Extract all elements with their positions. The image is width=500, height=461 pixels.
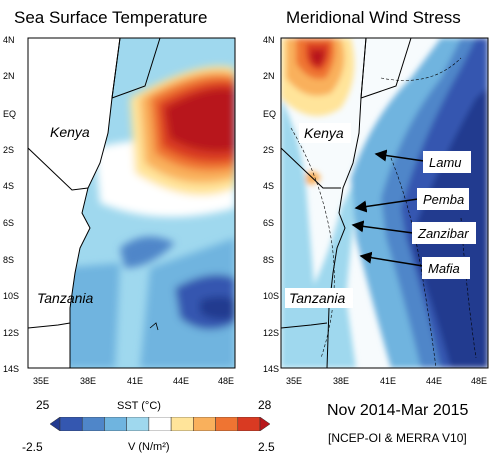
v-min-label: -2.5	[22, 440, 43, 454]
pemba-callout: Pemba	[354, 188, 469, 213]
data-source: [NCEP-OI & MERRA V10]	[328, 431, 467, 445]
lon-label: 35E	[286, 376, 302, 386]
lat-label: 4N	[263, 35, 275, 45]
sst-max-label: 28	[258, 398, 272, 412]
lon-label: 44E	[426, 376, 442, 386]
lon-label: 38E	[333, 376, 349, 386]
sst-map-frame	[27, 37, 236, 369]
lat-label: 12S	[263, 328, 279, 338]
wind-stress-panel-title: Meridional Wind Stress	[286, 8, 461, 27]
sst-lon-ticks: 35E 38E 41E 44E 48E	[33, 376, 234, 386]
colorbar-swatch	[50, 417, 61, 431]
sst-map: 4N 2N EQ 2S 4S 6S 8S 10S 12S 14S 35E 38E…	[3, 35, 236, 386]
lat-label: 10S	[3, 291, 19, 301]
lat-label: 2S	[263, 145, 274, 155]
colorbar-swatch	[81, 417, 105, 431]
colorbar-swatch	[237, 417, 261, 431]
lamu-callout: Lamu	[374, 149, 471, 173]
sst-lat-ticks: 4N 2N EQ 2S 4S 6S 8S 10S 12S 14S	[3, 35, 19, 374]
colorbar-swatch	[59, 417, 83, 431]
lat-label: 4S	[3, 181, 14, 191]
lat-label: 8S	[3, 255, 14, 265]
tanzania-label: Tanzania	[37, 290, 94, 306]
lat-label: 2N	[3, 71, 15, 81]
colorbar-swatch	[104, 417, 127, 431]
zanzibar-callout: Zanzibar	[351, 220, 476, 244]
wind-lat-ticks: 4N 2N EQ 2S 4S 6S 8S 10S 12S 14S	[263, 35, 279, 374]
lon-label: 38E	[80, 376, 96, 386]
lat-label: 14S	[3, 364, 19, 374]
colorbar-swatch	[193, 417, 216, 431]
time-period: Nov 2014-Mar 2015	[327, 402, 469, 419]
colorbar-swatch	[170, 417, 194, 431]
lat-label: 4N	[3, 35, 15, 45]
sst-min-label: 25	[36, 398, 50, 412]
colorbar-swatch	[259, 417, 270, 431]
lon-label: 44E	[173, 376, 189, 386]
lat-label: 14S	[263, 364, 279, 374]
lat-label: 8S	[263, 255, 274, 265]
v-units-label: V (N/m²)	[128, 441, 170, 453]
colorbar	[50, 417, 270, 431]
lat-label: 10S	[263, 291, 279, 301]
kenya-label: Kenya	[50, 124, 90, 140]
sst-panel-title: Sea Surface Temperature	[14, 8, 208, 27]
lon-label: 48E	[471, 376, 487, 386]
colorbar-swatch	[126, 417, 150, 431]
tanzania-label: Tanzania	[289, 290, 346, 306]
colorbar-swatch	[215, 417, 239, 431]
lon-label: 41E	[127, 376, 143, 386]
lat-label: 6S	[3, 218, 14, 228]
lat-label: EQ	[3, 109, 16, 119]
wind-stress-map: 4N 2N EQ 2S 4S 6S 8S 10S 12S 14S 35E 38E…	[263, 35, 489, 386]
lamu-label: Lamu	[429, 155, 462, 170]
mafia-callout: Mafia	[359, 251, 470, 279]
lon-label: 41E	[380, 376, 396, 386]
lat-label: 6S	[263, 218, 274, 228]
kenya-label-box	[299, 123, 351, 143]
tanzania-label-box	[285, 288, 353, 308]
v-max-label: 2.5	[258, 440, 275, 454]
wind-lon-ticks: 35E 38E 41E 44E 48E	[286, 376, 487, 386]
lat-label: EQ	[263, 109, 276, 119]
lat-label: 12S	[3, 328, 19, 338]
pemba-label: Pemba	[423, 192, 464, 207]
zanzibar-label: Zanzibar	[417, 226, 469, 241]
kenya-label: Kenya	[304, 125, 344, 141]
lon-label: 48E	[218, 376, 234, 386]
wind-map-frame	[280, 37, 489, 369]
lon-label: 35E	[33, 376, 49, 386]
sst-units-label: SST (°C)	[117, 400, 161, 412]
mafia-label: Mafia	[428, 261, 460, 276]
lat-label: 4S	[263, 181, 274, 191]
lat-label: 2N	[263, 71, 275, 81]
colorbar-swatch	[148, 417, 172, 431]
lat-label: 2S	[3, 145, 14, 155]
